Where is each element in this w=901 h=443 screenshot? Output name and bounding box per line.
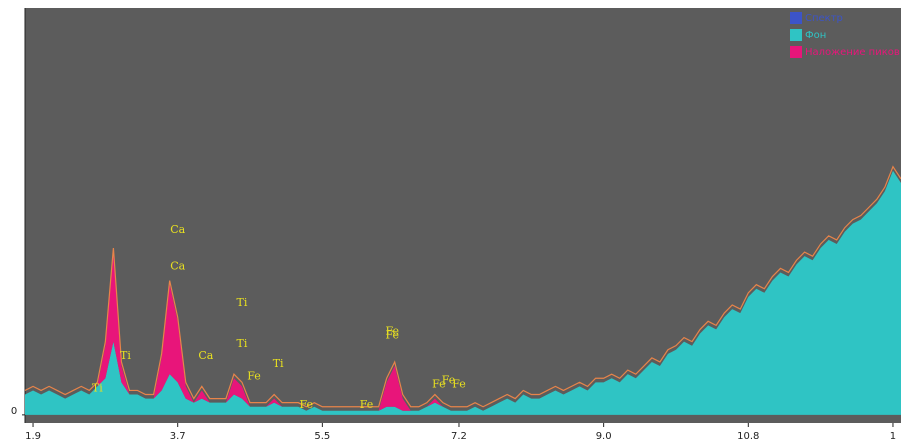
- legend-swatch: [790, 12, 802, 24]
- legend-swatch: [790, 46, 802, 58]
- legend-label: Спектр: [805, 13, 843, 24]
- x-tick-label: 1.9: [25, 431, 41, 442]
- x-tick-label: 9.0: [596, 431, 612, 442]
- peak-label: Fe: [360, 398, 374, 411]
- x-tick-label: 5.5: [314, 431, 330, 442]
- peak-label: Ti: [237, 296, 248, 309]
- x-tick-label: 1: [890, 431, 896, 442]
- peak-label: Fe: [247, 369, 261, 382]
- peak-label: Ca: [170, 223, 185, 236]
- peak-label: Fe: [432, 378, 446, 391]
- legend-swatch: [790, 29, 802, 41]
- y-tick-label: 0: [11, 406, 17, 417]
- peak-label: Ti: [92, 382, 103, 395]
- peak-label: Ti: [237, 337, 248, 350]
- x-tick-label: 10.8: [737, 431, 759, 442]
- peak-label: Ti: [273, 357, 284, 370]
- peak-label: Fe: [442, 373, 456, 386]
- peak-label: Fe: [300, 398, 314, 411]
- peak-label: Fe: [386, 325, 400, 338]
- peak-label: Ca: [198, 349, 213, 362]
- x-tick-label: 3.7: [170, 431, 186, 442]
- x-tick-label: 7.2: [451, 431, 467, 442]
- peak-label: Fe: [386, 329, 400, 342]
- peak-label: Fe: [452, 378, 466, 391]
- legend-label: Фон: [805, 30, 826, 41]
- peak-label: Ti: [120, 349, 131, 362]
- legend-label: Наложение пиков: [805, 47, 900, 58]
- peak-label: Ca: [170, 260, 185, 273]
- background-area: [25, 170, 901, 415]
- spectrum-line: [24, 165, 901, 408]
